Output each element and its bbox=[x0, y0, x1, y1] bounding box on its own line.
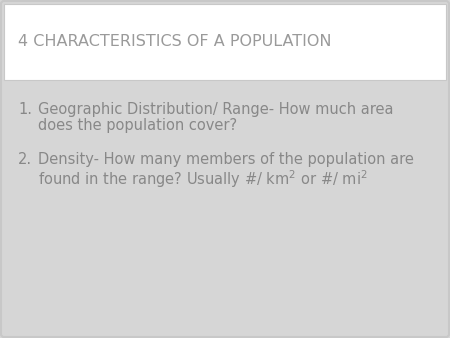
Text: found in the range? Usually #/ km$^{2}$ or #/ mi$^{2}$: found in the range? Usually #/ km$^{2}$ … bbox=[38, 168, 368, 190]
Text: 1.: 1. bbox=[18, 102, 32, 117]
Text: Geographic Distribution/ Range- How much area: Geographic Distribution/ Range- How much… bbox=[38, 102, 393, 117]
Text: Density- How many members of the population are: Density- How many members of the populat… bbox=[38, 152, 414, 167]
Text: does the population cover?: does the population cover? bbox=[38, 118, 237, 133]
Text: 2.: 2. bbox=[18, 152, 32, 167]
Text: 4 CHARACTERISTICS OF A POPULATION: 4 CHARACTERISTICS OF A POPULATION bbox=[18, 34, 332, 49]
Bar bbox=[4, 4, 446, 80]
